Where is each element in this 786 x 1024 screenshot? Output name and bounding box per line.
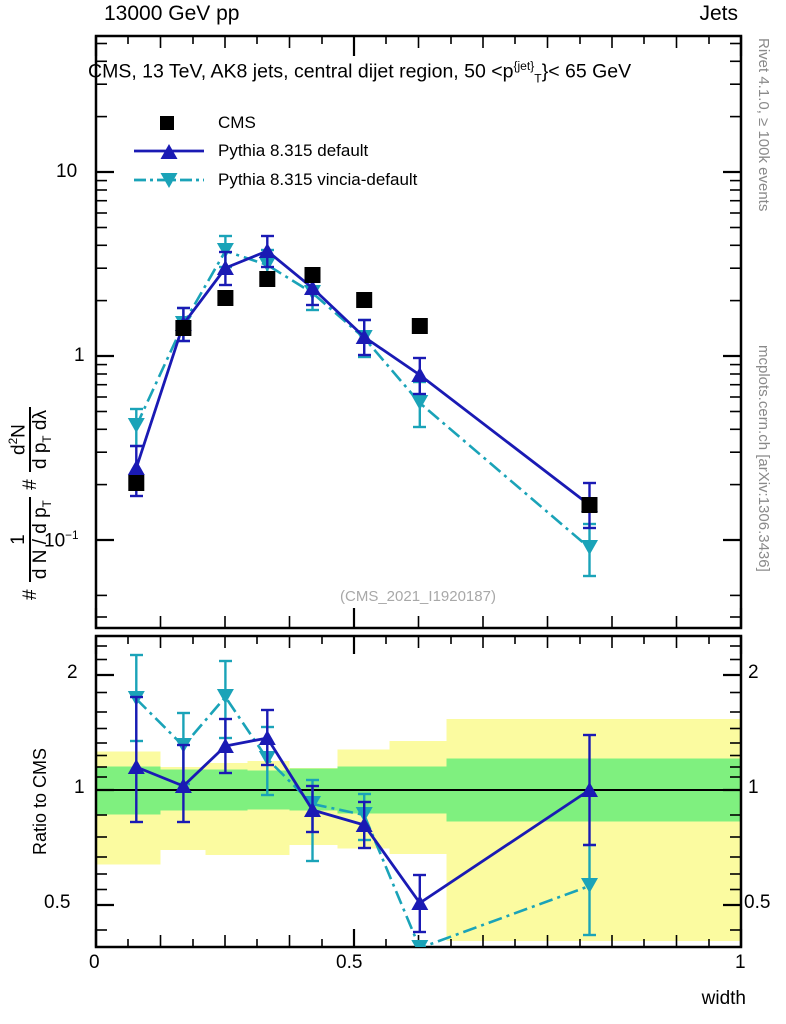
x-tick-label-1: 1 <box>735 952 746 973</box>
main-x-ticks-top <box>94 36 743 56</box>
main-y-ticks-right <box>723 42 741 618</box>
legend: CMS Pythia 8.315 default Pythia 8.315 vi… <box>130 110 417 194</box>
main-y-ticks <box>96 42 114 618</box>
legend-label-pythia-default: Pythia 8.315 default <box>218 140 369 160</box>
y-tick-label-10: 10 <box>56 161 78 182</box>
y-tick-label-0p1: 10−1 <box>44 529 79 552</box>
ratio-y-ticks-left <box>96 645 114 931</box>
legend-label-pythia-vincia: Pythia 8.315 vincia-default <box>218 169 418 189</box>
ratio-y-ticks-right <box>723 645 741 931</box>
analysis-id-watermark: (CMS_2021_I1920187) <box>340 588 496 605</box>
x-axis-label: width <box>701 988 746 1009</box>
header-beam-label: 13000 GeV pp <box>104 2 240 25</box>
legend-item-pythia-vincia[interactable]: Pythia 8.315 vincia-default <box>130 165 417 194</box>
series-cms <box>128 267 598 513</box>
header-analysis-label: Jets <box>699 2 738 25</box>
legend-label-cms: CMS <box>218 113 256 132</box>
ratio-y-tick-label-1-right: 1 <box>748 777 759 798</box>
legend-item-pythia-default[interactable]: Pythia 8.315 default <box>130 136 417 165</box>
ratio-x-ticks <box>94 636 743 947</box>
main-plot-title: CMS, 13 TeV, AK8 jets, central dijet reg… <box>88 59 632 86</box>
x-tick-label-0: 0 <box>89 952 100 973</box>
y-tick-label-1: 1 <box>74 345 85 366</box>
ratio-y-tick-label-1-left: 1 <box>74 777 85 798</box>
ratio-y-tick-label-0p5-right: 0.5 <box>744 892 771 913</box>
ratio-y-tick-label-0p5-left: 0.5 <box>44 892 71 913</box>
series-pythia-default <box>127 234 598 530</box>
ratio-y-tick-label-2-left: 2 <box>67 662 78 683</box>
legend-marker-pythia-default <box>134 143 204 159</box>
legend-item-cms[interactable]: CMS <box>130 110 417 136</box>
main-x-ticks-bottom <box>94 608 743 628</box>
ratio-series-pythia-default <box>127 695 598 934</box>
legend-marker-cms <box>160 116 174 130</box>
ratio-y-tick-label-2-right: 2 <box>748 662 759 683</box>
x-tick-label-0p5: 0.5 <box>336 952 363 973</box>
main-plot-svg: (CMS_2021_I1920187) <box>94 34 743 630</box>
legend-marker-pythia-vincia <box>134 172 204 188</box>
